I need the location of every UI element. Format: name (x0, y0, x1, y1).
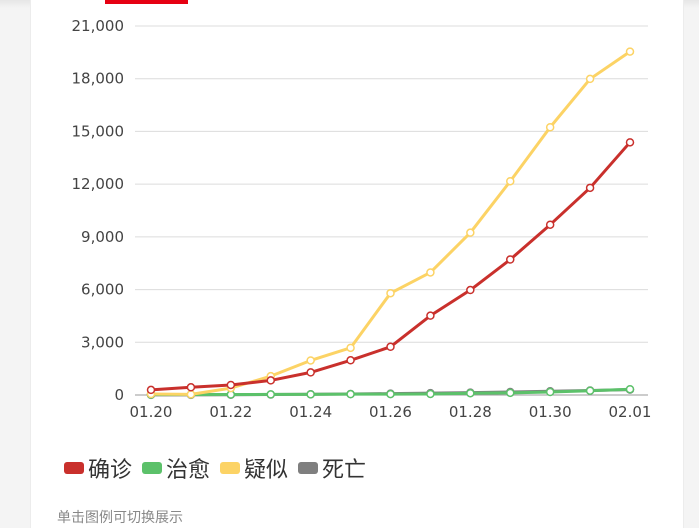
legend-swatch-cured (142, 462, 163, 474)
data-point (306, 390, 315, 399)
data-point (585, 74, 595, 84)
data-point (466, 228, 475, 237)
data-point (466, 388, 475, 398)
data-point (146, 385, 156, 395)
data-point (625, 47, 635, 56)
data-point (506, 176, 515, 186)
active-tab-indicator (105, 0, 188, 4)
data-point (545, 220, 555, 229)
data-point (386, 389, 395, 399)
legend-label-confirmed: 确诊 (88, 458, 133, 483)
series-line (149, 140, 632, 392)
legend-label-deaths: 死亡 (322, 458, 367, 483)
legend-item-deaths[interactable]: 死亡 (298, 452, 366, 484)
x-tick-label: 01.26 (369, 403, 412, 421)
data-point (226, 380, 236, 390)
data-point (426, 268, 435, 277)
legend-swatch-confirmed (64, 462, 84, 474)
data-point (545, 387, 555, 397)
data-point (426, 389, 435, 399)
legend-item-suspected[interactable]: 疑似 (220, 452, 288, 484)
y-tick-label: 3,000 (81, 333, 124, 351)
y-tick-label: 0 (114, 386, 124, 404)
chart-legend: 确诊 治愈 疑似 死亡 (64, 452, 368, 484)
data-point (266, 376, 275, 385)
data-point (625, 384, 635, 394)
data-point (386, 288, 395, 298)
legend-item-cured[interactable]: 治愈 (142, 452, 210, 484)
data-point (306, 356, 315, 365)
data-point (585, 386, 595, 395)
data-point (266, 390, 275, 399)
chart-card (30, 0, 684, 528)
data-point (545, 122, 555, 132)
legend-label-suspected: 疑似 (244, 458, 289, 483)
y-tick-label: 6,000 (81, 281, 124, 299)
data-point (466, 285, 475, 295)
data-point (306, 368, 315, 377)
x-tick-label: 01.20 (130, 403, 173, 421)
y-tick-label: 21,000 (72, 17, 125, 35)
x-tick-label: 01.24 (289, 403, 332, 421)
y-tick-label: 9,000 (81, 228, 124, 246)
data-point (186, 390, 196, 399)
data-point (426, 311, 435, 320)
x-tick-label: 01.22 (209, 403, 252, 421)
x-tick-label: 01.28 (449, 403, 492, 421)
x-tick-label: 02.01 (609, 403, 652, 421)
y-tick-label: 15,000 (72, 122, 125, 140)
data-point (585, 183, 595, 193)
data-point (625, 138, 635, 147)
legend-swatch-suspected (220, 462, 241, 474)
legend-swatch-deaths (298, 462, 319, 474)
data-point (506, 388, 515, 398)
data-point (346, 343, 355, 353)
data-point (386, 342, 395, 352)
y-tick-label: 12,000 (72, 175, 125, 193)
y-tick-label: 18,000 (72, 70, 125, 88)
legend-hint: 单击图例可切换展示 (57, 510, 183, 526)
legend-label-cured: 治愈 (166, 458, 211, 483)
data-point (346, 389, 355, 399)
data-point (506, 255, 515, 264)
legend-item-confirmed[interactable]: 确诊 (64, 452, 132, 484)
data-point (186, 383, 196, 392)
data-point (346, 356, 355, 365)
x-tick-label: 01.30 (529, 403, 572, 421)
